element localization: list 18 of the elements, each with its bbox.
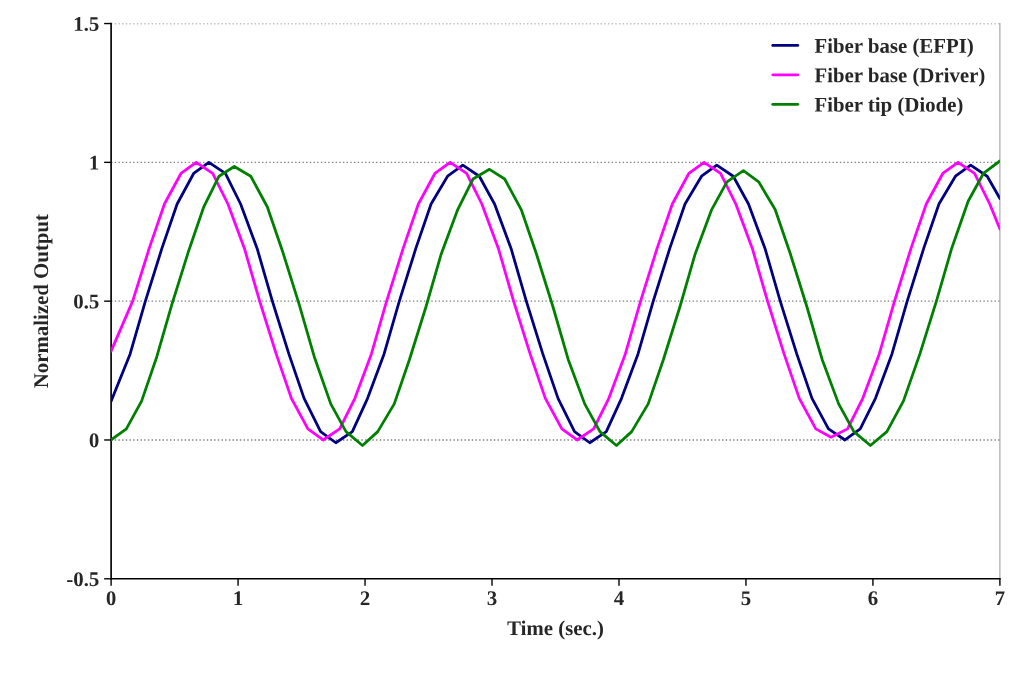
y-tick-label: 1 xyxy=(90,155,99,170)
x-tick-label: 3 xyxy=(487,591,497,606)
legend-label: Fiber base (Driver) xyxy=(814,67,985,87)
x-tick-label: 2 xyxy=(360,591,370,606)
x-tick-label: 5 xyxy=(741,591,751,606)
y-axis-title: Normalized Output xyxy=(33,214,53,388)
y-tick-label: -0.5 xyxy=(67,572,99,587)
legend-label: Fiber tip (Diode) xyxy=(814,97,963,117)
y-tick-label: 0.5 xyxy=(74,294,99,309)
x-tick-label: 7 xyxy=(995,591,1005,606)
y-tick-label: 1.5 xyxy=(74,17,99,32)
x-tick-label: 4 xyxy=(614,591,624,606)
legend-label: Fiber base (EFPI) xyxy=(814,38,973,58)
x-tick-label: 1 xyxy=(234,591,243,606)
x-tick-label: 6 xyxy=(868,591,878,606)
x-tick-label: 0 xyxy=(106,591,116,606)
x-axis-title: Time (sec.) xyxy=(507,620,603,640)
y-tick-label: 0 xyxy=(89,433,99,448)
